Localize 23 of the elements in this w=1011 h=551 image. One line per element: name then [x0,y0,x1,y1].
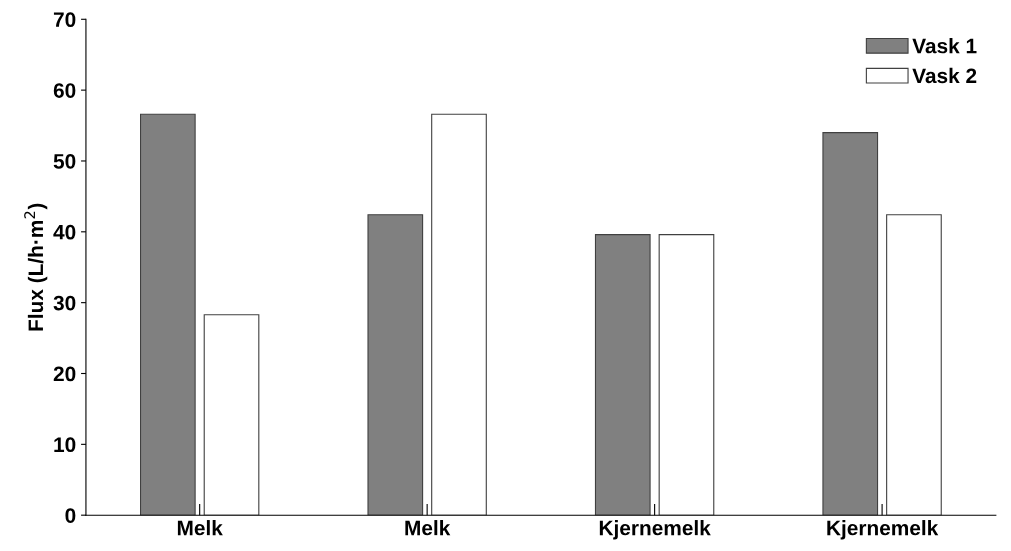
x-tick-label: Melk [405,520,451,536]
legend-label: Vask 2 [912,67,977,84]
bar [431,113,487,516]
y-tick-label: 40 [53,224,76,240]
legend-label: Vask 1 [912,38,977,54]
bar [886,214,942,516]
x-tick-label: Kjernemelk [599,520,711,540]
bar [822,132,879,516]
y-tick-label: 60 [53,83,76,98]
y-tick-label: 20 [53,366,76,382]
x-tick-label: Melk [177,520,223,536]
bar [139,113,196,516]
x-tick-label: Kjernemelk [827,520,939,540]
y-tick-label: 10 [54,437,76,453]
y-tick-label: 0 [65,508,76,523]
bar [367,214,424,516]
y-tick-label: 50 [53,153,76,169]
bar [594,234,651,516]
bar [203,314,260,516]
y-axis-title: Flux (L/h·m$^{2}$) [24,203,48,331]
y-tick-label: 30 [53,295,76,311]
y-tick-label: 70 [53,12,76,28]
bar [658,234,715,516]
